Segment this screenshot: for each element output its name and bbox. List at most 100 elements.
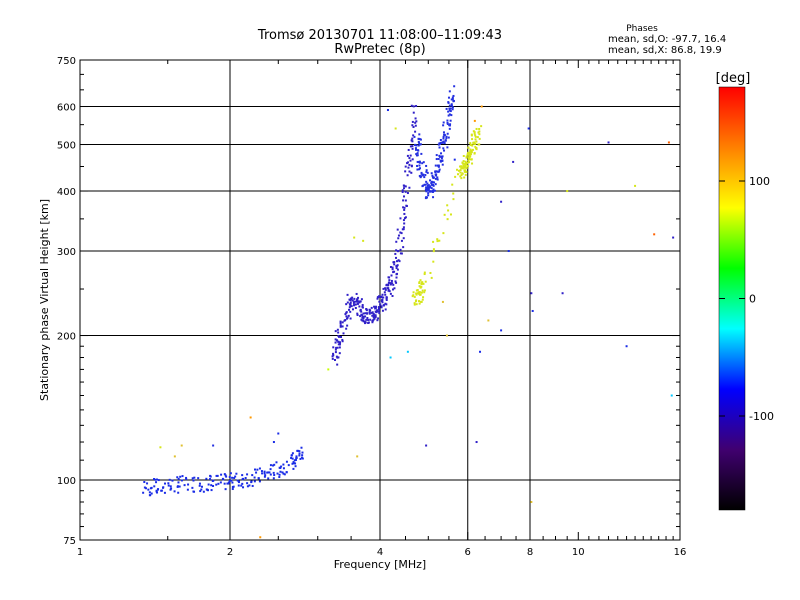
- data-point: [291, 462, 294, 465]
- data-point: [358, 301, 361, 304]
- data-point: [384, 288, 387, 291]
- data-point: [408, 163, 411, 166]
- data-point: [402, 226, 405, 229]
- data-point: [436, 238, 439, 241]
- data-point: [461, 172, 464, 175]
- data-point: [393, 263, 396, 266]
- data-point: [394, 127, 397, 130]
- data-point: [292, 461, 295, 464]
- data-point: [440, 152, 443, 155]
- data-point: [362, 312, 365, 315]
- data-point: [420, 300, 423, 303]
- data-point: [430, 182, 433, 185]
- data-point: [162, 486, 165, 489]
- data-point: [336, 328, 339, 331]
- data-point: [354, 300, 357, 303]
- data-point: [395, 281, 398, 284]
- data-point: [403, 212, 406, 215]
- data-point: [442, 137, 445, 140]
- data-point: [439, 160, 442, 163]
- data-point: [376, 310, 379, 313]
- data-point: [417, 149, 420, 152]
- data-point: [207, 483, 210, 486]
- data-point: [349, 310, 352, 313]
- data-point: [424, 197, 427, 200]
- data-point: [346, 324, 349, 327]
- data-point: [473, 119, 476, 122]
- data-point: [442, 140, 445, 143]
- data-point: [191, 486, 194, 489]
- data-point: [241, 482, 244, 485]
- data-point: [445, 135, 448, 138]
- data-point: [411, 140, 414, 143]
- data-point: [404, 165, 407, 168]
- data-point: [441, 163, 444, 166]
- data-point: [382, 304, 385, 307]
- data-point: [435, 170, 438, 173]
- data-point: [334, 348, 337, 351]
- data-point: [210, 489, 213, 492]
- data-point: [361, 306, 364, 309]
- data-point: [402, 199, 405, 202]
- data-point: [421, 298, 424, 301]
- data-point: [387, 287, 390, 290]
- data-point: [394, 280, 397, 283]
- data-point: [334, 351, 337, 354]
- data-point: [366, 312, 369, 315]
- data-point: [423, 291, 426, 294]
- data-point: [219, 481, 222, 484]
- data-point: [193, 490, 196, 493]
- data-point: [142, 491, 145, 494]
- data-point: [398, 260, 401, 263]
- data-point: [223, 473, 226, 476]
- data-point: [452, 198, 455, 201]
- data-point: [413, 303, 416, 306]
- data-point: [347, 314, 350, 317]
- data-point: [401, 190, 404, 193]
- data-point: [419, 175, 422, 178]
- data-point: [447, 136, 450, 139]
- data-point: [438, 170, 441, 173]
- data-point: [346, 301, 349, 304]
- data-point: [406, 174, 409, 177]
- data-point: [423, 271, 426, 274]
- x-tick-label: 16: [674, 547, 687, 558]
- data-point: [360, 318, 363, 321]
- data-point: [607, 141, 610, 144]
- data-point: [445, 137, 448, 140]
- data-point: [442, 121, 445, 124]
- data-point: [332, 346, 335, 349]
- data-point: [437, 164, 440, 167]
- data-point: [425, 170, 428, 173]
- data-point: [453, 158, 456, 161]
- data-point: [413, 295, 416, 298]
- data-point: [362, 320, 365, 323]
- data-point: [441, 159, 444, 162]
- x-axis-label: Frequency [MHz]: [334, 558, 426, 571]
- data-point: [437, 165, 440, 168]
- data-point: [295, 455, 298, 458]
- data-point: [339, 322, 342, 325]
- data-point: [233, 476, 236, 479]
- data-point: [392, 283, 395, 286]
- data-point: [369, 309, 372, 312]
- data-point: [418, 143, 421, 146]
- data-point: [408, 170, 411, 173]
- data-point: [395, 249, 398, 252]
- data-point: [450, 104, 453, 107]
- data-point: [200, 488, 203, 491]
- data-point: [380, 295, 383, 298]
- data-point: [293, 459, 296, 462]
- data-point: [625, 345, 628, 348]
- data-point: [163, 482, 166, 485]
- data-point: [418, 285, 421, 288]
- data-point: [198, 482, 201, 485]
- data-point: [168, 478, 171, 481]
- data-point: [350, 298, 353, 301]
- data-point: [395, 276, 398, 279]
- data-point: [210, 484, 213, 487]
- data-point: [466, 161, 469, 164]
- data-point: [468, 154, 471, 157]
- data-point: [566, 190, 569, 193]
- data-point: [272, 441, 275, 444]
